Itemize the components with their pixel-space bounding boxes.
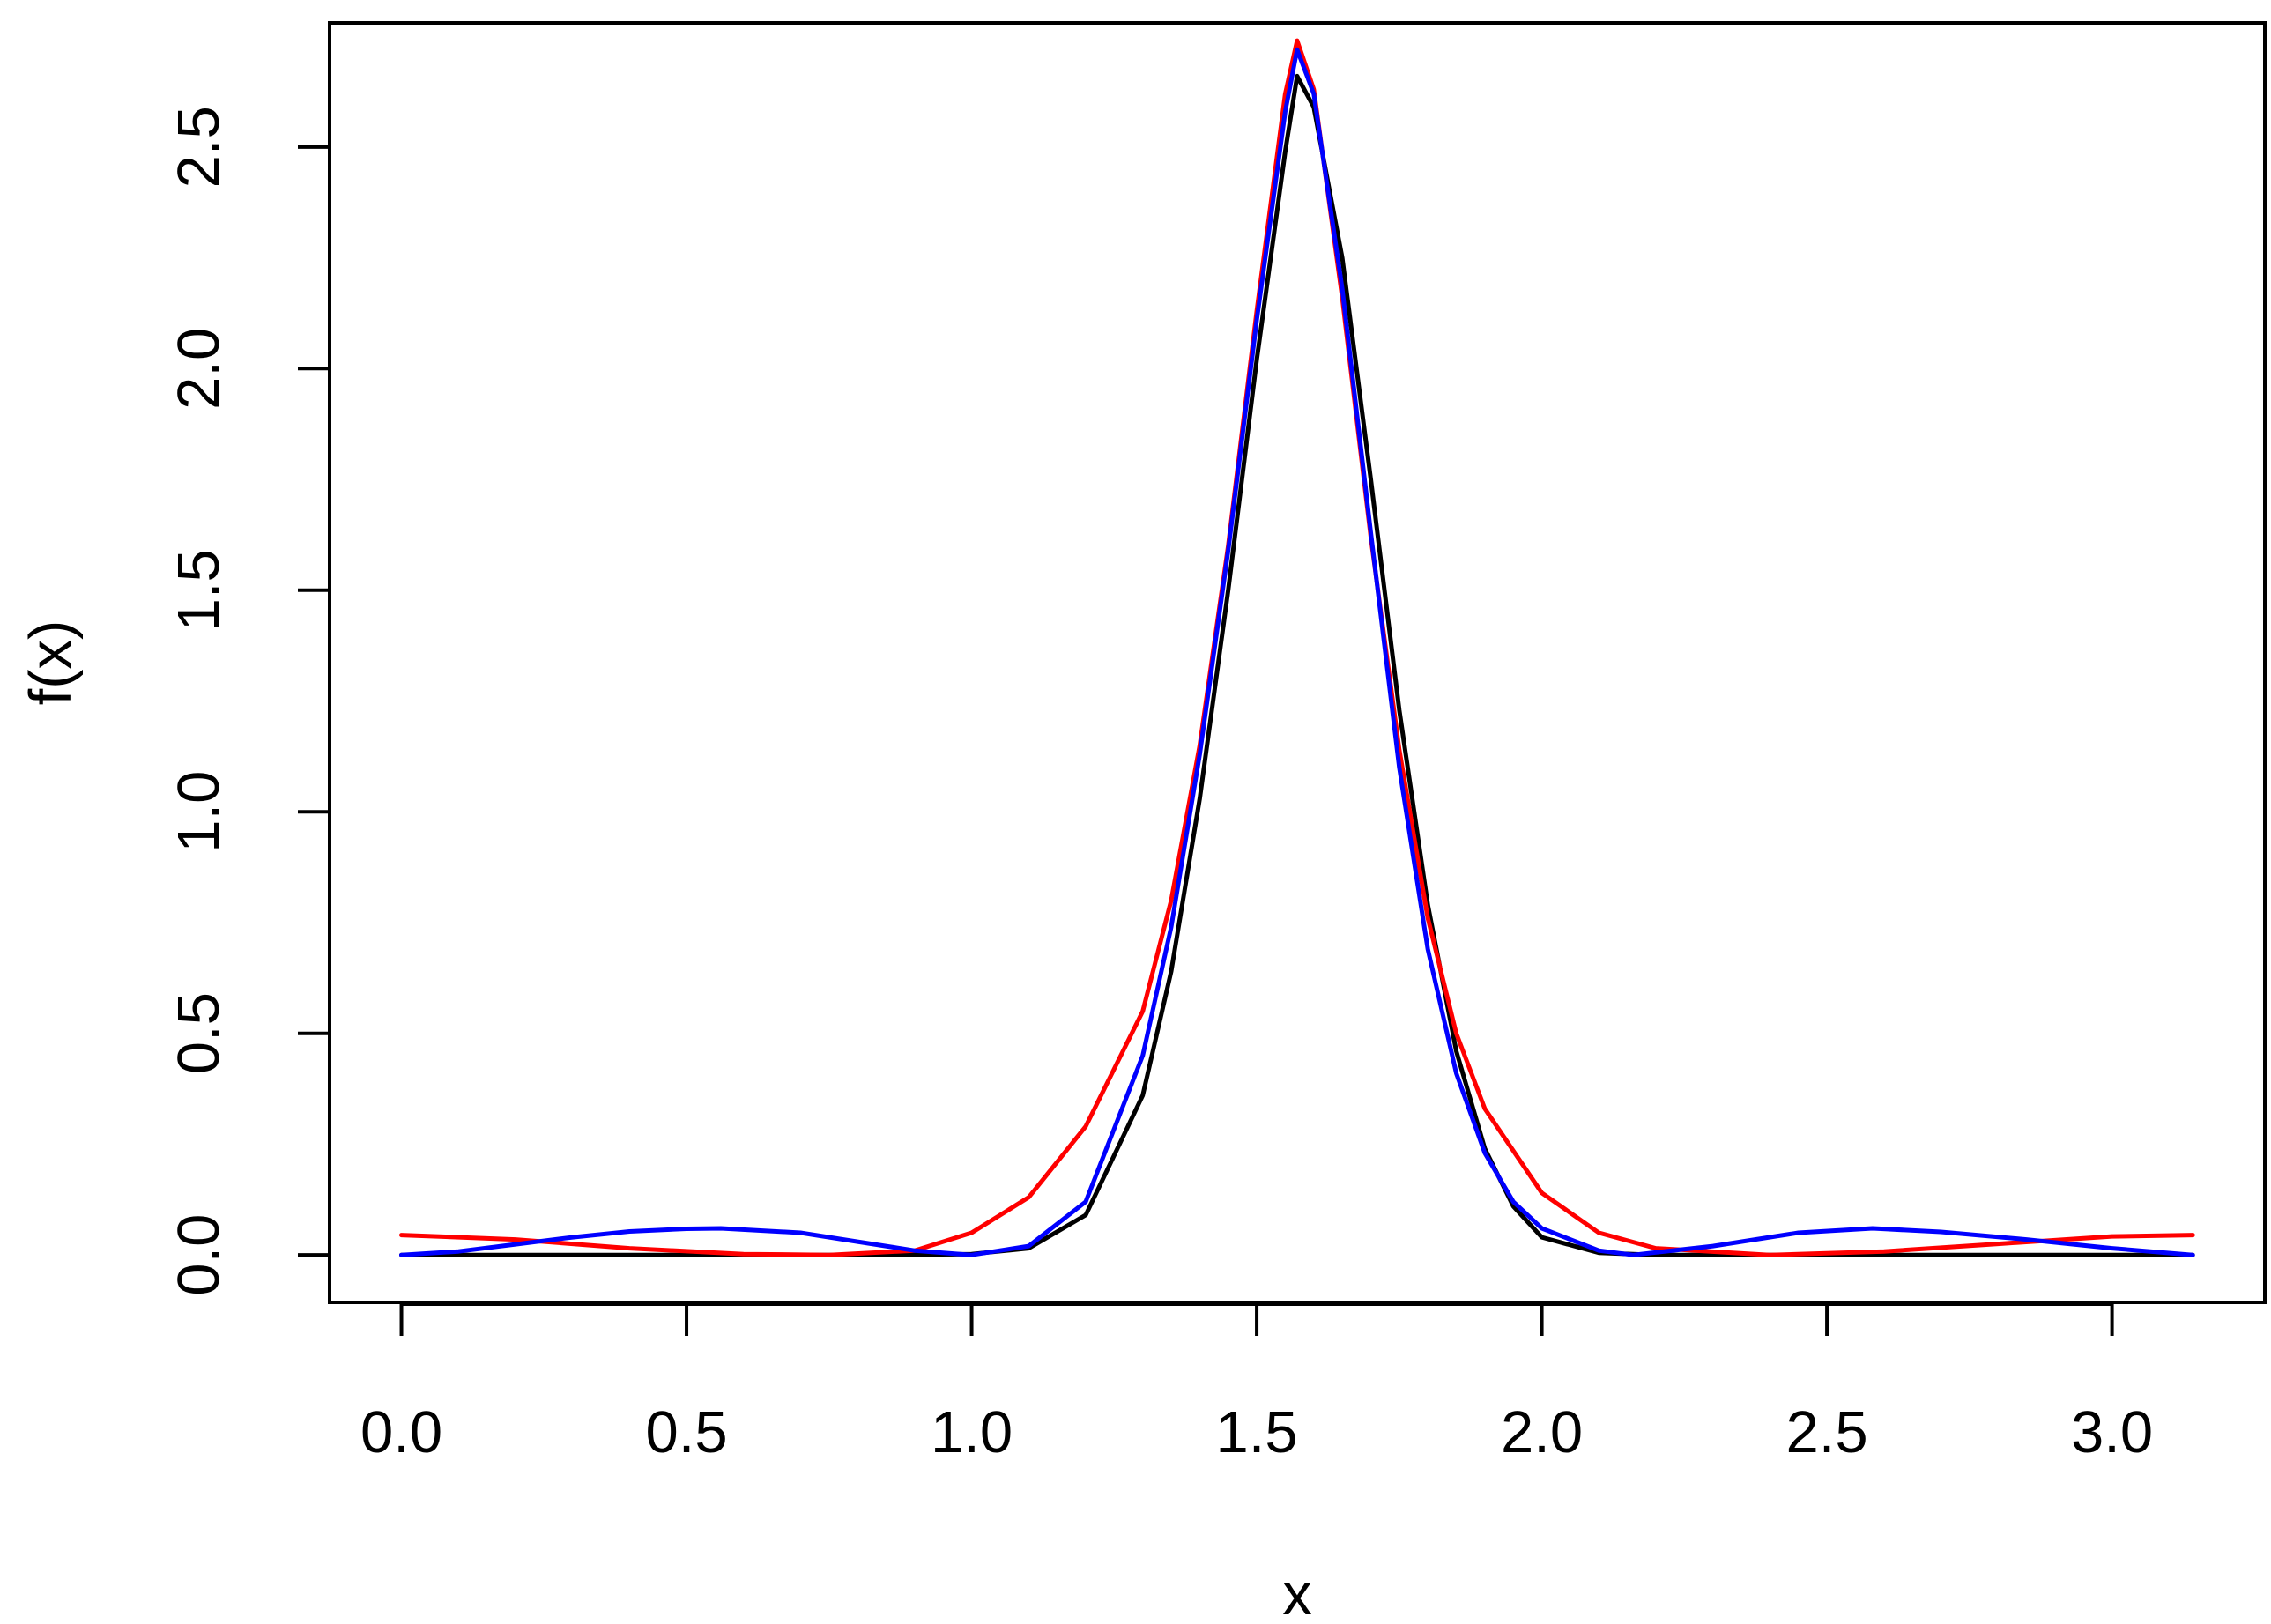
y-tick-label: 0.5 [166, 992, 232, 1074]
x-tick-label: 2.5 [1786, 1399, 1868, 1465]
x-tick-label: 0.0 [360, 1399, 442, 1465]
x-tick-label: 2.0 [1501, 1399, 1583, 1465]
y-tick-label: 1.0 [166, 771, 232, 853]
x-tick-label: 3.0 [2071, 1399, 2153, 1465]
x-tick-label: 0.5 [645, 1399, 727, 1465]
y-tick-label: 2.5 [166, 106, 232, 188]
series-layer [399, 38, 2195, 1257]
series-line-3 [399, 47, 2195, 1257]
series-line-1 [399, 73, 2195, 1257]
y-tick-label: 1.5 [166, 549, 232, 631]
y-tick-label: 2.0 [166, 328, 232, 410]
x-tick-label: 1.0 [931, 1399, 1013, 1465]
x-axis: 0.0 0.5 1.0 1.5 2.0 2.5 3.0 [360, 1302, 2153, 1465]
y-tick-label: 0.0 [166, 1214, 232, 1296]
x-axis-label: x [1282, 1561, 1312, 1624]
y-axis-label: f(x) [18, 620, 84, 706]
x-tick-label: 1.5 [1215, 1399, 1297, 1465]
y-axis: 0.0 0.5 1.0 1.5 2.0 2.5 [166, 106, 331, 1296]
